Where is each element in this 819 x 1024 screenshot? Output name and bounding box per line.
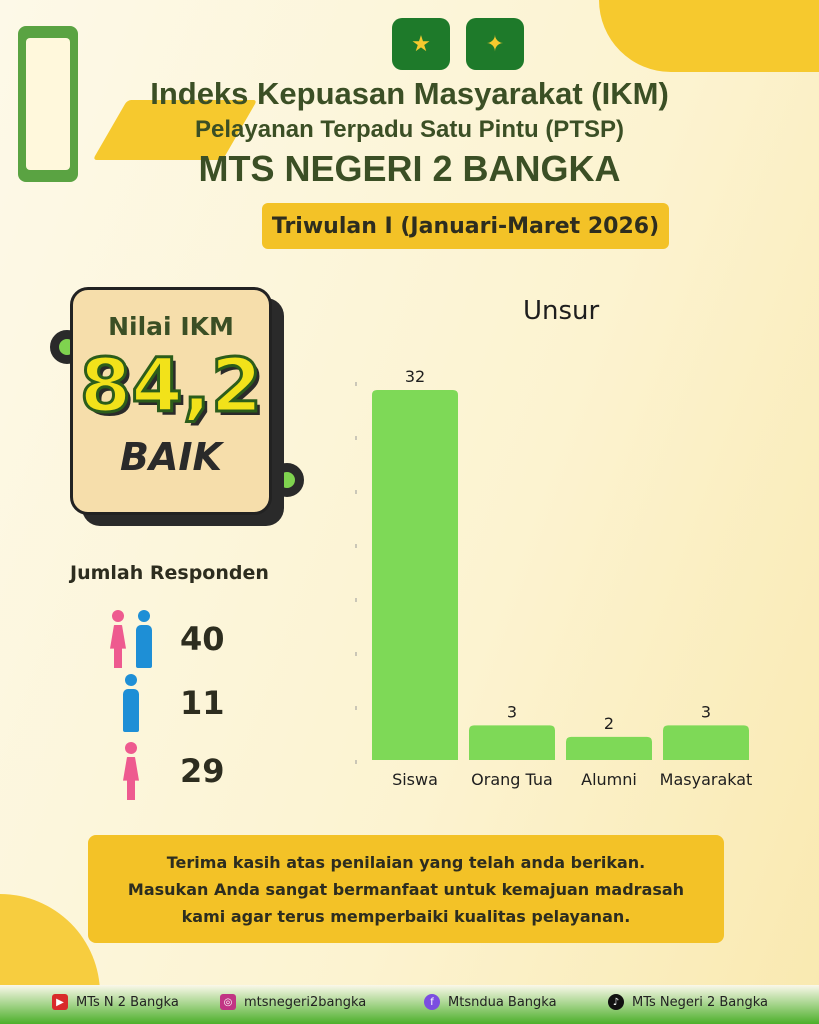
decor-blob <box>599 0 819 72</box>
bar-orang-tua <box>469 725 555 760</box>
bar-value-label: 3 <box>507 702 517 721</box>
footer <box>0 985 819 1024</box>
facebook-icon: f <box>424 994 440 1010</box>
respondents-total: 40 <box>180 620 225 658</box>
male-icon <box>121 674 141 732</box>
institution-name: MTS NEGERI 2 BANGKA <box>198 148 621 189</box>
facebook-link[interactable]: f Mtsndua Bangka <box>424 994 557 1010</box>
message-line: Terima kasih atas penilaian yang telah a… <box>166 853 646 872</box>
respondents-label: Jumlah Responden <box>70 562 269 584</box>
message-line: Masukan Anda sangat bermanfaat untuk kem… <box>127 880 685 899</box>
period-badge: Triwulan I (Januari-Maret 2026) <box>262 203 669 249</box>
category-label: Siswa <box>392 770 438 789</box>
ikm-value: 84,2 <box>78 343 264 429</box>
facebook-label: Mtsndua Bangka <box>448 994 557 1010</box>
bar-value-label: 2 <box>604 714 614 733</box>
category-label: Masyarakat <box>660 770 753 789</box>
category-label: Orang Tua <box>471 770 553 789</box>
school-logo: ★ <box>392 18 450 70</box>
youtube-label: MTs N 2 Bangka <box>76 994 179 1010</box>
page-subtitle: Pelayanan Terpadu Satu Pintu (PTSP) <box>195 116 624 143</box>
checklist-illustration <box>18 26 78 182</box>
respondents-male: 11 <box>180 684 225 722</box>
youtube-icon: ▶ <box>52 994 68 1010</box>
ikm-grade: BAIK <box>120 435 222 479</box>
bar-value-label: 3 <box>701 702 711 721</box>
bar-siswa <box>372 390 458 760</box>
instagram-icon: ◎ <box>220 994 236 1010</box>
ikm-card: Nilai IKM 84,2 BAIK <box>70 287 272 515</box>
female-icon <box>121 742 141 800</box>
respondents-female: 29 <box>180 752 225 790</box>
tiktok-link[interactable]: ♪ MTs Negeri 2 Bangka <box>608 994 768 1010</box>
chart-title: Unsur <box>523 296 600 326</box>
page-title: Indeks Kepuasan Masyarakat (IKM) <box>150 76 669 111</box>
bar-value-label: 32 <box>405 367 425 386</box>
instagram-label: mtsnegeri2bangka <box>244 994 367 1010</box>
kemenag-logo: ✦ <box>466 18 524 70</box>
tiktok-icon: ♪ <box>608 994 624 1010</box>
message-line: kami agar terus memperbaiki kualitas pel… <box>181 907 631 926</box>
instagram-link[interactable]: ◎ mtsnegeri2bangka <box>220 994 366 1010</box>
tiktok-label: MTs Negeri 2 Bangka <box>632 994 769 1010</box>
youtube-link[interactable]: ▶ MTs N 2 Bangka <box>52 994 179 1010</box>
bar-masyarakat <box>663 725 749 760</box>
female-icon <box>108 610 128 668</box>
bar-alumni <box>566 736 652 760</box>
category-label: Alumni <box>581 770 637 789</box>
thank-you-message: Terima kasih atas penilaian yang telah a… <box>88 835 724 943</box>
ikm-label: Nilai IKM <box>108 312 234 341</box>
bar-chart: 32 Siswa 3 Orang Tua 2 Alumni 3 Masyarakat <box>355 367 753 789</box>
male-icon <box>134 610 154 668</box>
